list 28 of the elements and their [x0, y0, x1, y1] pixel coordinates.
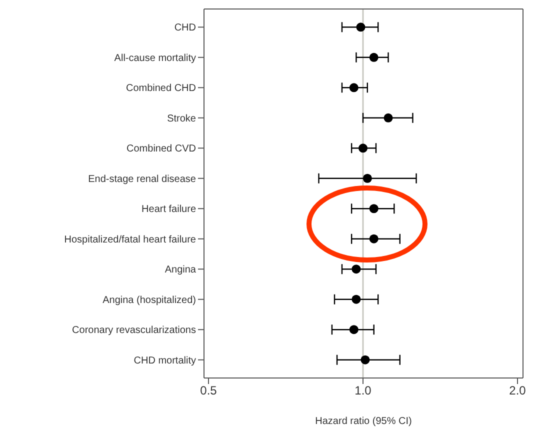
y-tick-label: End-stage renal disease: [88, 174, 196, 185]
y-tick-label: Angina (hospitalized): [102, 294, 196, 306]
y-tick-label: All-cause mortality: [114, 52, 196, 64]
y-tick-label: Combined CHD: [126, 83, 196, 94]
point: [369, 234, 378, 244]
y-tick-label: Hospitalized/fatal heart failure: [64, 234, 196, 246]
point: [384, 113, 393, 122]
point: [356, 22, 366, 32]
point: [369, 52, 378, 62]
point: [360, 355, 370, 364]
y-tick-label: Coronary revascularizations: [72, 325, 196, 336]
point: [358, 144, 368, 153]
y-tick-label: Combined CVD: [126, 144, 196, 155]
point: [349, 325, 358, 334]
x-tick-label: 1.0: [354, 384, 372, 398]
y-tick-label: Stroke: [167, 113, 196, 124]
x-tick-label: 0.5: [200, 384, 218, 398]
point: [349, 83, 358, 92]
point: [369, 204, 378, 214]
y-tick-label: CHD mortality: [134, 355, 196, 366]
point: [352, 294, 361, 304]
y-tick-label: CHD: [174, 22, 196, 34]
x-tick-label: 2.0: [509, 384, 526, 398]
y-tick-label: Heart failure: [142, 204, 196, 216]
point: [362, 174, 372, 183]
y-tick-label: Angina: [164, 264, 196, 276]
x-axis-title: Hazard ratio (95% CI): [315, 416, 412, 427]
point: [352, 264, 361, 274]
